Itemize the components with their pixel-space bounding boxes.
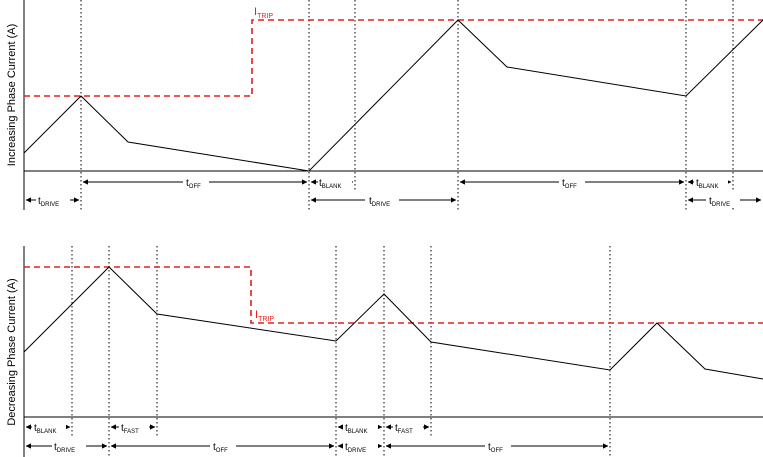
top-tdrive3-label: tDRIVE — [709, 196, 730, 208]
bottom-toff1-label-bg — [210, 438, 236, 452]
top-panel: Increasing Phase Current (A) ITRIP tOFF … — [6, 0, 763, 210]
bottom-tdrive2-label: tDRIVE — [345, 442, 366, 454]
top-toff1-label: tOFF — [186, 178, 201, 190]
top-tdrive3-label-bg — [706, 192, 740, 206]
top-tdrive1-label: tDRIVE — [38, 196, 59, 208]
top-itrip-threshold-line — [24, 19, 763, 97]
bottom-tdrive2-label-bg — [343, 438, 378, 452]
bottom-tfast2-label: tFAST — [395, 423, 413, 435]
top-current-waveform — [23, 19, 763, 172]
bottom-tfast1-label-bg — [119, 419, 149, 433]
top-toff2-label: tOFF — [562, 178, 577, 190]
top-itrip-label: ITRIP — [254, 6, 273, 20]
bottom-tdrive1-label-bg — [52, 438, 86, 452]
top-toff1-label-bg — [183, 174, 209, 188]
top-y-axis-label: Increasing Phase Current (A) — [6, 24, 18, 166]
bottom-tdrive1-label: tDRIVE — [54, 442, 75, 454]
bottom-toff2-label-bg — [485, 438, 511, 452]
bottom-tblank2-label-bg — [343, 419, 378, 433]
top-toff2-label-bg — [559, 174, 585, 188]
bottom-tfast1-label: tFAST — [121, 423, 139, 435]
bottom-tblank1-label: tBLANK — [34, 423, 56, 435]
top-tblank1-label-bg — [318, 174, 352, 188]
top-tblank2-label-bg — [694, 174, 728, 188]
bottom-toff1-label: tOFF — [213, 442, 228, 454]
bottom-itrip-label: ITRIP — [255, 309, 274, 323]
bottom-itrip-threshold-line — [24, 266, 763, 324]
top-tdrive2-label-bg — [365, 192, 399, 206]
top-tblank1-label: tBLANK — [319, 178, 341, 190]
bottom-tfast2-label-bg — [393, 419, 423, 433]
bottom-panel: Decreasing Phase Current (A) ITRIP tBLAN… — [6, 246, 763, 457]
top-tdrive2-label: tDRIVE — [369, 196, 390, 208]
bottom-tblank1-label-bg — [32, 419, 66, 433]
bottom-y-axis-label: Decreasing Phase Current (A) — [6, 278, 18, 425]
top-timing-markers — [80, 0, 734, 210]
bottom-toff2-label: tOFF — [488, 442, 503, 454]
bottom-timing-markers — [71, 246, 611, 457]
top-tblank2-label: tBLANK — [696, 178, 718, 190]
bottom-current-waveform — [23, 266, 763, 380]
bottom-tblank2-label: tBLANK — [345, 423, 367, 435]
top-tdrive1-label-bg — [36, 192, 70, 206]
